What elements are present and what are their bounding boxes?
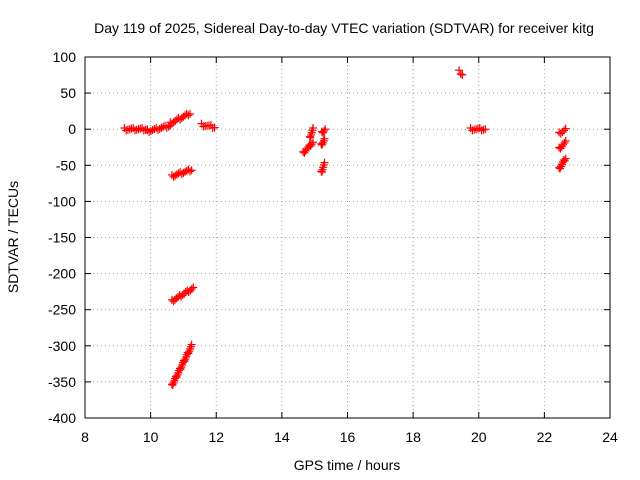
axis-ticks: 8 10 12 14 16 18 20 22 24 100 50 0 -50 -100 -150 -200 -2… [48, 49, 618, 445]
x-tick-label: 14 [274, 429, 290, 445]
data-point [458, 70, 467, 79]
data-point [187, 340, 196, 349]
data-point [470, 125, 479, 134]
data-point [561, 154, 570, 163]
chart-title: Day 119 of 2025, Sidereal Day-to-day VTE… [94, 20, 594, 36]
y-tick-label: -150 [48, 230, 76, 246]
data-point [317, 167, 326, 176]
y-tick-label: -50 [56, 157, 76, 173]
data-point [320, 158, 329, 167]
data-point [556, 129, 565, 138]
data-point [184, 165, 193, 174]
x-tick-label: 10 [143, 429, 159, 445]
data-point [305, 132, 314, 141]
data-point [162, 123, 171, 132]
data-point [309, 138, 318, 147]
data-point [319, 128, 327, 137]
data-point [319, 136, 328, 145]
data-point [307, 140, 316, 149]
data-point [123, 125, 132, 134]
x-tick-label: 24 [602, 429, 618, 445]
x-tick-label: 12 [208, 429, 224, 445]
data-point [210, 123, 219, 132]
data-point [320, 134, 329, 143]
gridlines [85, 57, 610, 418]
data-point [561, 136, 570, 145]
y-tick-label: 50 [60, 85, 76, 101]
y-tick-label: -100 [48, 193, 76, 209]
data-point [132, 125, 141, 134]
y-tick-label: -200 [48, 266, 76, 282]
data-point [186, 109, 194, 118]
data-point [321, 125, 330, 134]
x-axis-label: GPS time / hours [294, 457, 401, 473]
data-point [187, 166, 196, 175]
x-tick-label: 20 [471, 429, 487, 445]
data-point [309, 124, 318, 132]
data-point [560, 126, 569, 135]
data-point [481, 125, 490, 134]
x-tick-label: 16 [340, 429, 356, 445]
data-point [558, 127, 567, 136]
y-tick-label: -300 [48, 338, 76, 354]
y-tick-label: 0 [68, 121, 76, 137]
y-tick-label: -250 [48, 302, 76, 318]
data-point [320, 127, 329, 136]
data-point [455, 66, 464, 75]
x-tick-label: 22 [537, 429, 553, 445]
x-tick-label: 18 [405, 429, 421, 445]
data-point [456, 70, 465, 79]
y-axis-label: SDTVAR / TECUs [5, 181, 21, 293]
data-points [120, 66, 570, 390]
data-point [560, 138, 569, 147]
data-point [318, 140, 327, 149]
data-point [184, 111, 193, 120]
y-tick-label: -350 [48, 374, 76, 390]
y-tick-label: -400 [48, 410, 76, 426]
data-point [186, 167, 194, 176]
y-tick-label: 100 [53, 49, 77, 65]
data-point [187, 284, 196, 293]
data-point [318, 138, 327, 147]
data-point [479, 125, 488, 134]
x-tick-label: 8 [81, 429, 89, 445]
data-point [189, 283, 198, 292]
data-point [561, 124, 570, 133]
data-point [559, 155, 568, 164]
